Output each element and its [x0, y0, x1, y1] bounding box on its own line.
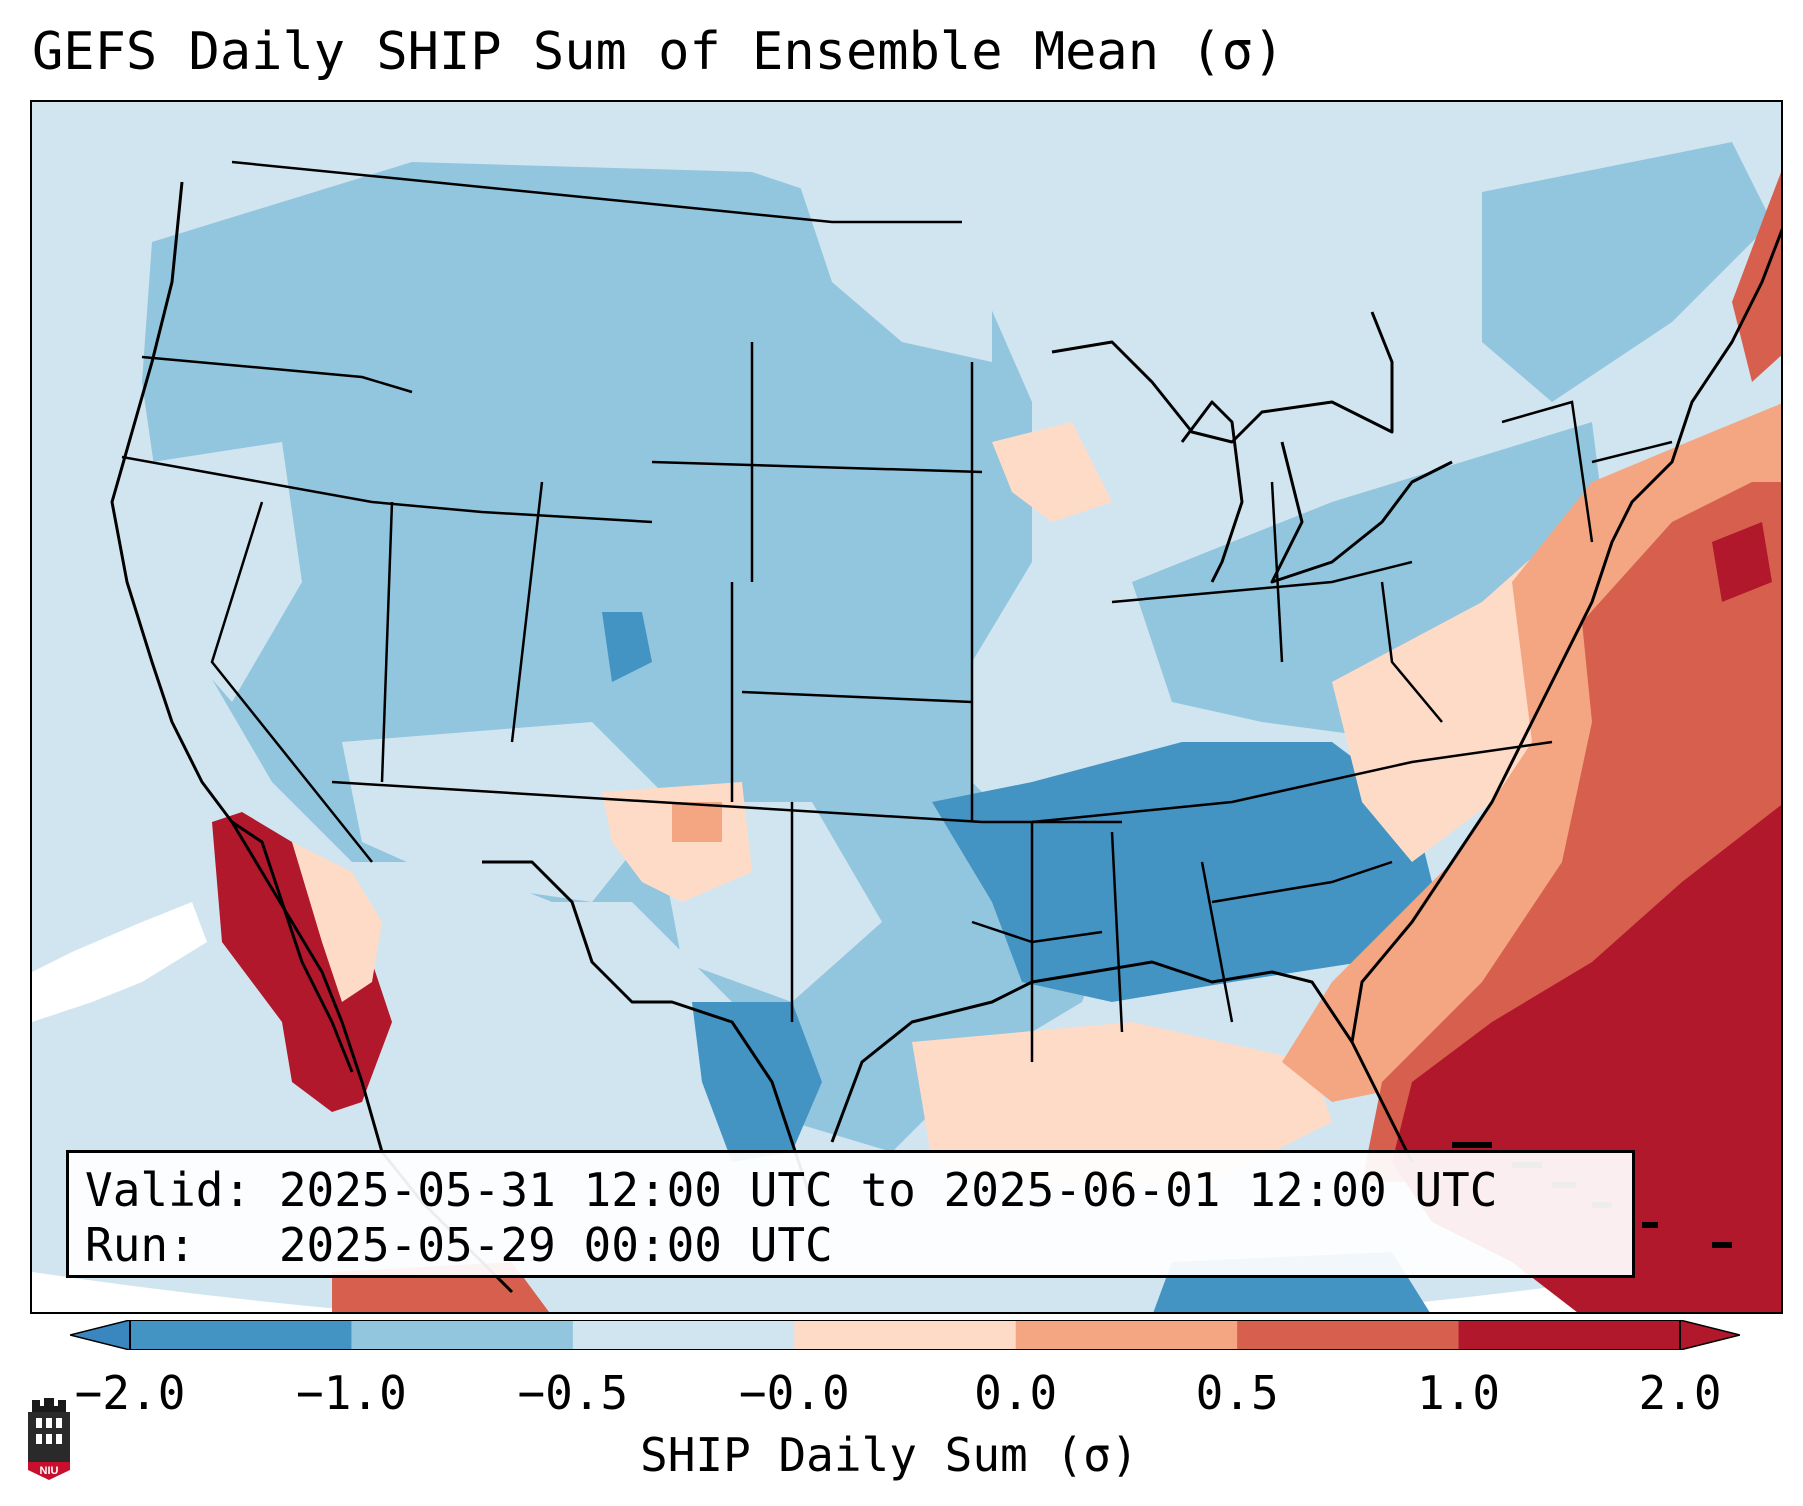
colorbar-extend-low: [70, 1320, 131, 1350]
colorbar-extend-high: [1679, 1320, 1740, 1350]
colorbar-segment: [130, 1320, 352, 1350]
region-atlantic-dark-spot: [1712, 522, 1772, 602]
niu-logo: NIU: [22, 1394, 76, 1482]
run-time-line: Run: 2025-05-29 00:00 UTC: [85, 1218, 833, 1272]
region-colorado-dark: [602, 612, 652, 682]
colorbar-segment: [1237, 1320, 1460, 1350]
region-wisconsin-salmon: [992, 422, 1112, 522]
colorbar-segment: [572, 1320, 795, 1350]
colorbar-segment: [1015, 1320, 1238, 1350]
region-south-texas-dark: [692, 1002, 822, 1162]
colorbar-tick-label: −0.0: [738, 1366, 850, 1420]
region-southeast-dark: [932, 742, 1432, 1002]
colorbar-tick-label: −2.0: [74, 1366, 186, 1420]
colorbar-segment: [351, 1320, 574, 1350]
state-borders: [121, 160, 1673, 1062]
colorbar: [70, 1320, 1740, 1350]
region-maine-quebec: [1482, 142, 1772, 402]
region-gulf-of-california-salmon: [292, 842, 382, 1002]
info-box: Valid: 2025-05-31 12:00 UTC to 2025-06-0…: [66, 1150, 1635, 1278]
colorbar-tick-label: 2.0: [1638, 1366, 1722, 1420]
colorbar-tick-label: 0.0: [974, 1366, 1058, 1420]
region-atlantic-red: [1362, 482, 1781, 1182]
region-arizona-light: [342, 722, 672, 902]
map-panel: [30, 100, 1783, 1314]
colorbar-outline: [129, 1320, 1681, 1350]
region-nova-scotia-red: [1732, 172, 1781, 382]
logo-text: NIU: [40, 1465, 59, 1477]
colorbar-tick-label: −0.5: [517, 1366, 629, 1420]
colorbar-tick-label: 1.0: [1417, 1366, 1501, 1420]
colorbar-label: SHIP Daily Sum (σ): [640, 1428, 1139, 1482]
map-title: GEFS Daily SHIP Sum of Ensemble Mean (σ): [32, 22, 1285, 82]
colorbar-segment: [1458, 1320, 1681, 1350]
region-gulf-salmon: [912, 1022, 1332, 1182]
colorbar-tick-label: 0.5: [1195, 1366, 1279, 1420]
pacific-white-patch: [32, 902, 207, 1022]
region-california-light: [152, 442, 302, 702]
colorbar-segment: [794, 1320, 1017, 1350]
valid-time-line: Valid: 2025-05-31 12:00 UTC to 2025-06-0…: [85, 1163, 1498, 1217]
colorbar-tick-label: −1.0: [296, 1366, 407, 1420]
region-north-dakota-light: [792, 162, 992, 362]
region-new-mexico-peach: [672, 802, 722, 842]
